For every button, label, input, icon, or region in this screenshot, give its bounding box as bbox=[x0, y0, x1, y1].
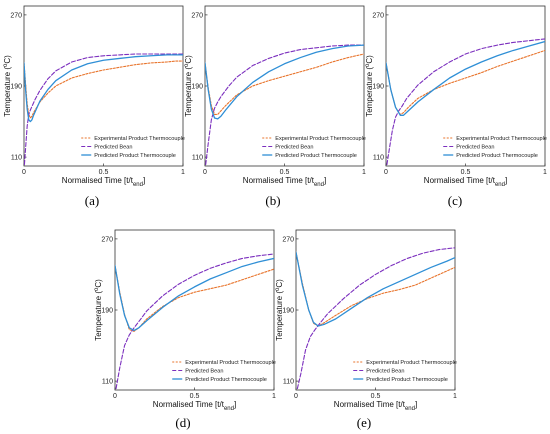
x-tick-label: 1 bbox=[453, 393, 457, 400]
y-tick-label: 110 bbox=[102, 379, 113, 386]
y-tick-label: 190 bbox=[372, 83, 384, 90]
x-tick-label: 0.5 bbox=[280, 169, 290, 176]
series-line-3 bbox=[205, 44, 364, 120]
panel-label: (e) bbox=[357, 415, 371, 430]
series-line-2 bbox=[386, 38, 545, 166]
legend-entry-3: Predicted Product Thermocouple bbox=[275, 153, 357, 159]
legend-entry-2: Predicted Bean bbox=[456, 145, 494, 151]
x-tick-label: 0 bbox=[294, 393, 298, 400]
legend-entry-3: Predicted Product Thermocouple bbox=[456, 153, 538, 159]
y-axis-label: Temperature (oC) bbox=[275, 279, 284, 341]
x-tick-label: 0.5 bbox=[371, 393, 381, 400]
y-tick-label: 110 bbox=[283, 379, 294, 386]
series-line-2 bbox=[296, 247, 455, 390]
x-tick-label: 0.5 bbox=[190, 393, 200, 400]
series-line-1 bbox=[205, 53, 364, 115]
x-tick-label: 1 bbox=[543, 169, 547, 176]
legend-entry-3: Predicted Product Thermocouple bbox=[366, 377, 448, 383]
x-axis-label: Normalised Time [t/tend] bbox=[62, 176, 145, 188]
y-tick-label: 270 bbox=[372, 12, 384, 19]
y-tick-label: 190 bbox=[10, 83, 22, 90]
panel-label: (b) bbox=[265, 193, 280, 208]
y-axis-label: Temperature (oC) bbox=[184, 55, 193, 117]
panel-label: (a) bbox=[85, 193, 99, 208]
x-axis-label: Normalised Time [t/tend] bbox=[334, 400, 417, 412]
panel-label: (d) bbox=[175, 415, 190, 430]
legend-entry-1: Experimental Product Thermocouple bbox=[185, 360, 276, 366]
y-tick-label: 190 bbox=[191, 83, 203, 90]
series-line-3 bbox=[24, 54, 183, 123]
series-line-1 bbox=[115, 265, 274, 332]
x-tick-label: 1 bbox=[181, 169, 185, 176]
plot-area bbox=[114, 229, 275, 391]
y-tick-label: 190 bbox=[101, 307, 113, 314]
plot-area bbox=[23, 5, 184, 167]
plot-area bbox=[385, 5, 546, 167]
legend-entry-1: Experimental Product Thermocouple bbox=[275, 136, 366, 142]
plot-area bbox=[204, 5, 365, 167]
y-axis-label: Temperature (oC) bbox=[3, 55, 12, 117]
series-line-3 bbox=[386, 40, 545, 116]
series-line-3 bbox=[296, 251, 455, 327]
y-tick-label: 270 bbox=[101, 236, 113, 243]
chart-panel-3: 0 0.5 1 110 190 270 Normalised Time [t/tend] Te… bbox=[365, 5, 547, 208]
x-tick-label: 0 bbox=[113, 393, 117, 400]
legend-entry-2: Predicted Bean bbox=[94, 145, 132, 151]
y-axis-label: Temperature (oC) bbox=[365, 55, 374, 117]
x-tick-label: 0 bbox=[384, 169, 388, 176]
y-tick-label: 110 bbox=[11, 155, 22, 162]
x-tick-label: 0 bbox=[203, 169, 207, 176]
y-tick-label: 110 bbox=[373, 155, 384, 162]
plot-area bbox=[295, 229, 456, 391]
legend-entry-3: Predicted Product Thermocouple bbox=[94, 153, 176, 159]
x-tick-label: 0.5 bbox=[99, 169, 109, 176]
chart-panel-4: 0 0.5 1 110 190 270 Normalised Time [t/tend] Te… bbox=[94, 229, 276, 430]
legend-entry-2: Predicted Bean bbox=[275, 145, 313, 151]
x-tick-label: 1 bbox=[272, 393, 276, 400]
legend-entry-2: Predicted Bean bbox=[366, 369, 404, 375]
x-axis-label: Normalised Time [t/tend] bbox=[153, 400, 236, 412]
legend-entry-1: Experimental Product Thermocouple bbox=[456, 136, 547, 142]
x-tick-label: 1 bbox=[362, 169, 366, 176]
y-tick-label: 110 bbox=[192, 155, 203, 162]
y-tick-label: 270 bbox=[10, 12, 22, 19]
series-line-2 bbox=[115, 253, 274, 390]
x-axis-label: Normalised Time [t/tend] bbox=[243, 176, 326, 188]
y-tick-label: 270 bbox=[282, 236, 294, 243]
x-axis-label: Normalised Time [t/tend] bbox=[424, 176, 507, 188]
y-tick-label: 190 bbox=[282, 307, 294, 314]
chart-panel-2: 0 0.5 1 110 190 270 Normalised Time [t/tend] Te… bbox=[184, 5, 366, 208]
panel-label: (c) bbox=[448, 193, 462, 208]
series-line-3 bbox=[115, 257, 274, 332]
legend-entry-1: Experimental Product Thermocouple bbox=[94, 136, 185, 142]
y-tick-label: 270 bbox=[191, 12, 203, 19]
y-axis-label: Temperature (oC) bbox=[94, 279, 103, 341]
legend-entry-2: Predicted Bean bbox=[185, 369, 223, 375]
chart-panel-5: 0 0.5 1 110 190 270 Normalised Time [t/tend] Te… bbox=[275, 229, 457, 430]
x-tick-label: 0 bbox=[22, 169, 26, 176]
legend-entry-3: Predicted Product Thermocouple bbox=[185, 377, 267, 383]
legend-entry-1: Experimental Product Thermocouple bbox=[366, 360, 457, 366]
chart-panel-1: 0 0.5 1 110 190 270 Normalised Time [t/tend] Te… bbox=[3, 5, 185, 208]
x-tick-label: 0.5 bbox=[461, 169, 471, 176]
